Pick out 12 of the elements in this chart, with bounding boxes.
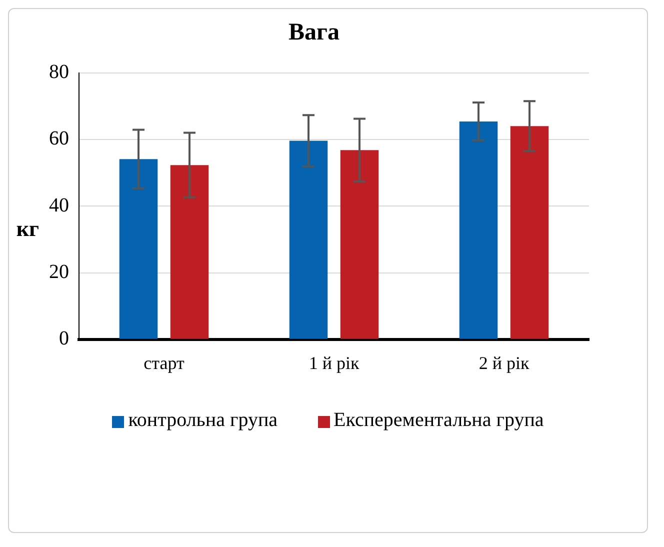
y-tick-label: 20 [49, 261, 69, 283]
legend-label: контрольна група [128, 409, 278, 432]
y-tick-label: 80 [49, 61, 69, 84]
x-tick-label: старт [144, 352, 184, 373]
y-tick-label: 60 [49, 128, 69, 150]
x-tick-label: 2 й рік [478, 352, 530, 373]
y-tick-label: 40 [49, 194, 69, 216]
y-tick-label: 0 [59, 328, 69, 350]
y-axis-title: кг [15, 216, 39, 242]
legend-label: Експерементальна група [334, 409, 544, 432]
chart-title: Вага [288, 20, 340, 46]
x-tick-label: 1 й рік [308, 352, 360, 373]
